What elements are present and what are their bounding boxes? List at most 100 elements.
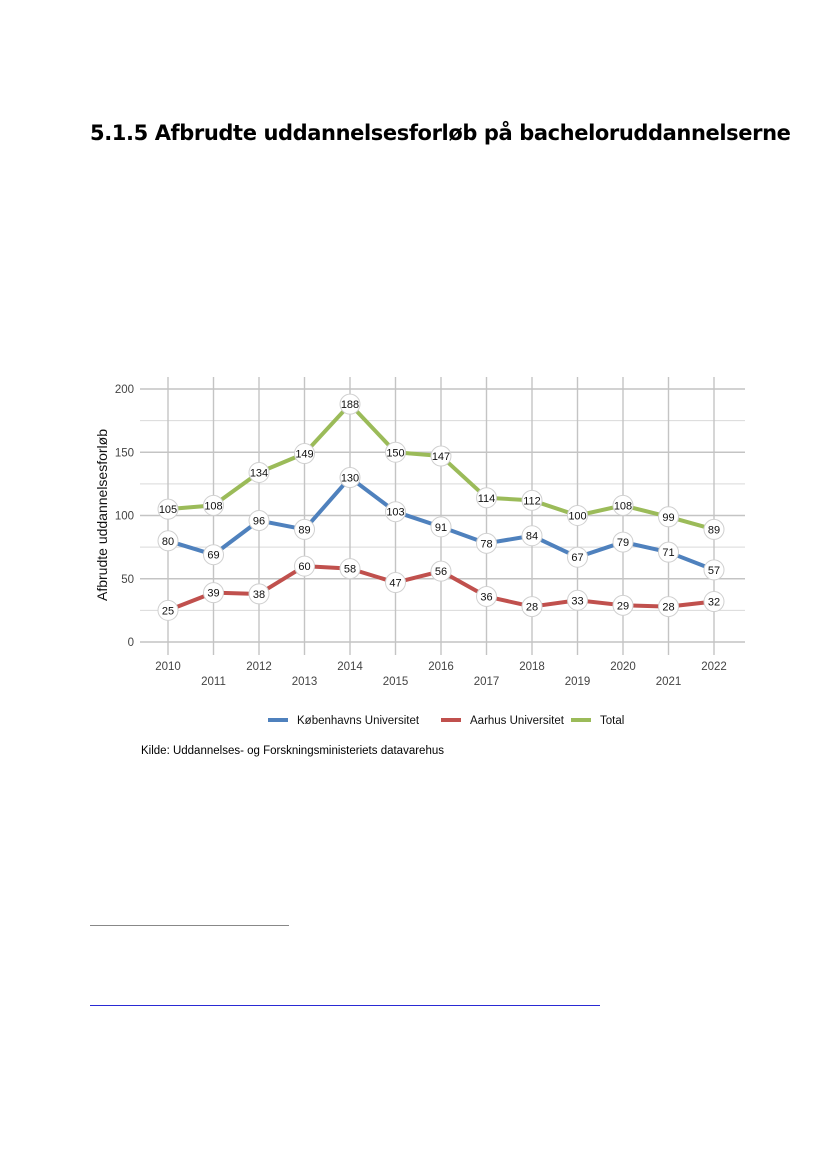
chart-grid: [140, 377, 745, 655]
data-label: 79: [612, 531, 634, 553]
data-label: 47: [385, 572, 406, 594]
data-label: 58: [339, 558, 361, 580]
data-label: 99: [658, 506, 679, 528]
y-axis-label: Afbrudte uddannelsesforløb: [94, 429, 110, 601]
data-label-text: 56: [435, 566, 447, 578]
data-point: [476, 487, 497, 509]
x-tick-label: 2012: [246, 661, 272, 673]
x-tick-label: 2011: [201, 676, 226, 688]
data-label-text: 39: [207, 588, 219, 600]
data-point: [294, 555, 315, 577]
data-label: 108: [612, 494, 634, 516]
data-label: 130: [339, 467, 361, 489]
footnote-divider: [90, 925, 289, 926]
data-label-text: 28: [662, 602, 674, 614]
data-point: [567, 546, 588, 568]
data-label-text: 103: [386, 507, 404, 519]
data-label-text: 67: [571, 552, 583, 564]
x-axis-ticks: 2010 2011 2012 2013 2014 2015 2016 2017 2018 2019…: [155, 661, 727, 688]
data-point: [703, 518, 725, 540]
data-label-text: 47: [389, 578, 401, 590]
data-point: [339, 393, 361, 415]
data-label-text: 57: [708, 565, 720, 577]
data-label: 80: [157, 530, 179, 552]
data-point: [476, 532, 497, 554]
data-point: [476, 585, 497, 607]
data-point: [658, 596, 679, 618]
data-label: 114: [476, 487, 497, 509]
data-point: [612, 594, 634, 616]
legend-item: Total: [571, 715, 624, 727]
data-point: [521, 525, 543, 547]
data-label-text: 105: [159, 504, 177, 516]
data-label-text: 69: [207, 550, 219, 562]
data-label-text: 100: [568, 511, 586, 523]
data-label: 84: [521, 525, 543, 547]
data-point: [294, 443, 315, 465]
data-label-text: 71: [662, 547, 674, 559]
x-tick-label: 2022: [701, 661, 727, 673]
data-label-text: 78: [480, 538, 492, 550]
data-label-text: 33: [571, 595, 583, 607]
data-label: 32: [703, 591, 725, 613]
y-tick-label: 200: [115, 384, 134, 396]
data-point: [339, 558, 361, 580]
data-label: 28: [521, 596, 543, 618]
data-point: [521, 596, 543, 618]
data-label-text: 29: [617, 600, 629, 612]
data-label-text: 99: [662, 512, 674, 524]
x-tick-label: 2021: [656, 676, 682, 688]
data-label: 89: [294, 518, 315, 540]
x-tick-label: 2013: [292, 676, 318, 688]
data-point: [248, 583, 270, 605]
data-label-text: 130: [341, 473, 359, 485]
data-point: [248, 510, 270, 532]
legend-label: Københavns Universitet: [297, 715, 420, 727]
data-label-text: 114: [478, 493, 496, 505]
data-point: [248, 461, 270, 483]
data-point: [294, 518, 315, 540]
data-label-text: 79: [617, 537, 629, 549]
data-label-text: 89: [708, 524, 720, 536]
data-label-text: 25: [162, 605, 174, 617]
chart-data-labels: 80 69 96 89 130 103 91 78 84 67 79 71 57 25 39 38 60 58 47…: [157, 393, 725, 621]
y-axis-ticks: 0 50 100 150 200: [115, 384, 134, 649]
legend-item: Aarhus Universitet: [441, 715, 565, 727]
data-label-text: 84: [526, 531, 538, 543]
data-label: 67: [567, 546, 588, 568]
x-tick-label: 2020: [610, 661, 636, 673]
data-label-text: 147: [432, 451, 450, 463]
data-point: [567, 589, 588, 611]
data-label: 39: [203, 582, 224, 604]
data-label: 103: [385, 501, 406, 523]
data-label: 96: [248, 510, 270, 532]
data-label-text: 108: [204, 500, 222, 512]
data-label: 28: [658, 596, 679, 618]
data-point: [612, 494, 634, 516]
data-point: [521, 489, 543, 511]
data-point: [157, 498, 179, 520]
x-tick-label: 2014: [337, 661, 363, 673]
data-point: [203, 544, 224, 566]
data-label-text: 108: [614, 500, 632, 512]
data-point: [567, 505, 588, 526]
data-point: [157, 530, 179, 552]
data-label: 69: [203, 544, 224, 566]
data-label-text: 96: [253, 516, 265, 528]
data-label: 25: [157, 599, 179, 621]
data-label: 147: [430, 445, 452, 467]
chart-legend: Københavns Universitet Aarhus Universitet…: [268, 715, 624, 727]
data-label: 57: [703, 559, 725, 581]
data-point: [203, 582, 224, 604]
legend-item: Københavns Universitet: [268, 715, 420, 727]
data-point: [430, 445, 452, 467]
data-point: [385, 501, 406, 523]
data-label-text: 150: [386, 447, 404, 459]
data-point: [703, 591, 725, 613]
x-tick-label: 2018: [519, 661, 545, 673]
y-tick-label: 50: [121, 574, 134, 586]
y-tick-label: 100: [115, 511, 134, 523]
link-underline: [90, 1005, 600, 1006]
data-label-text: 32: [708, 597, 720, 609]
data-label-text: 112: [523, 495, 541, 507]
